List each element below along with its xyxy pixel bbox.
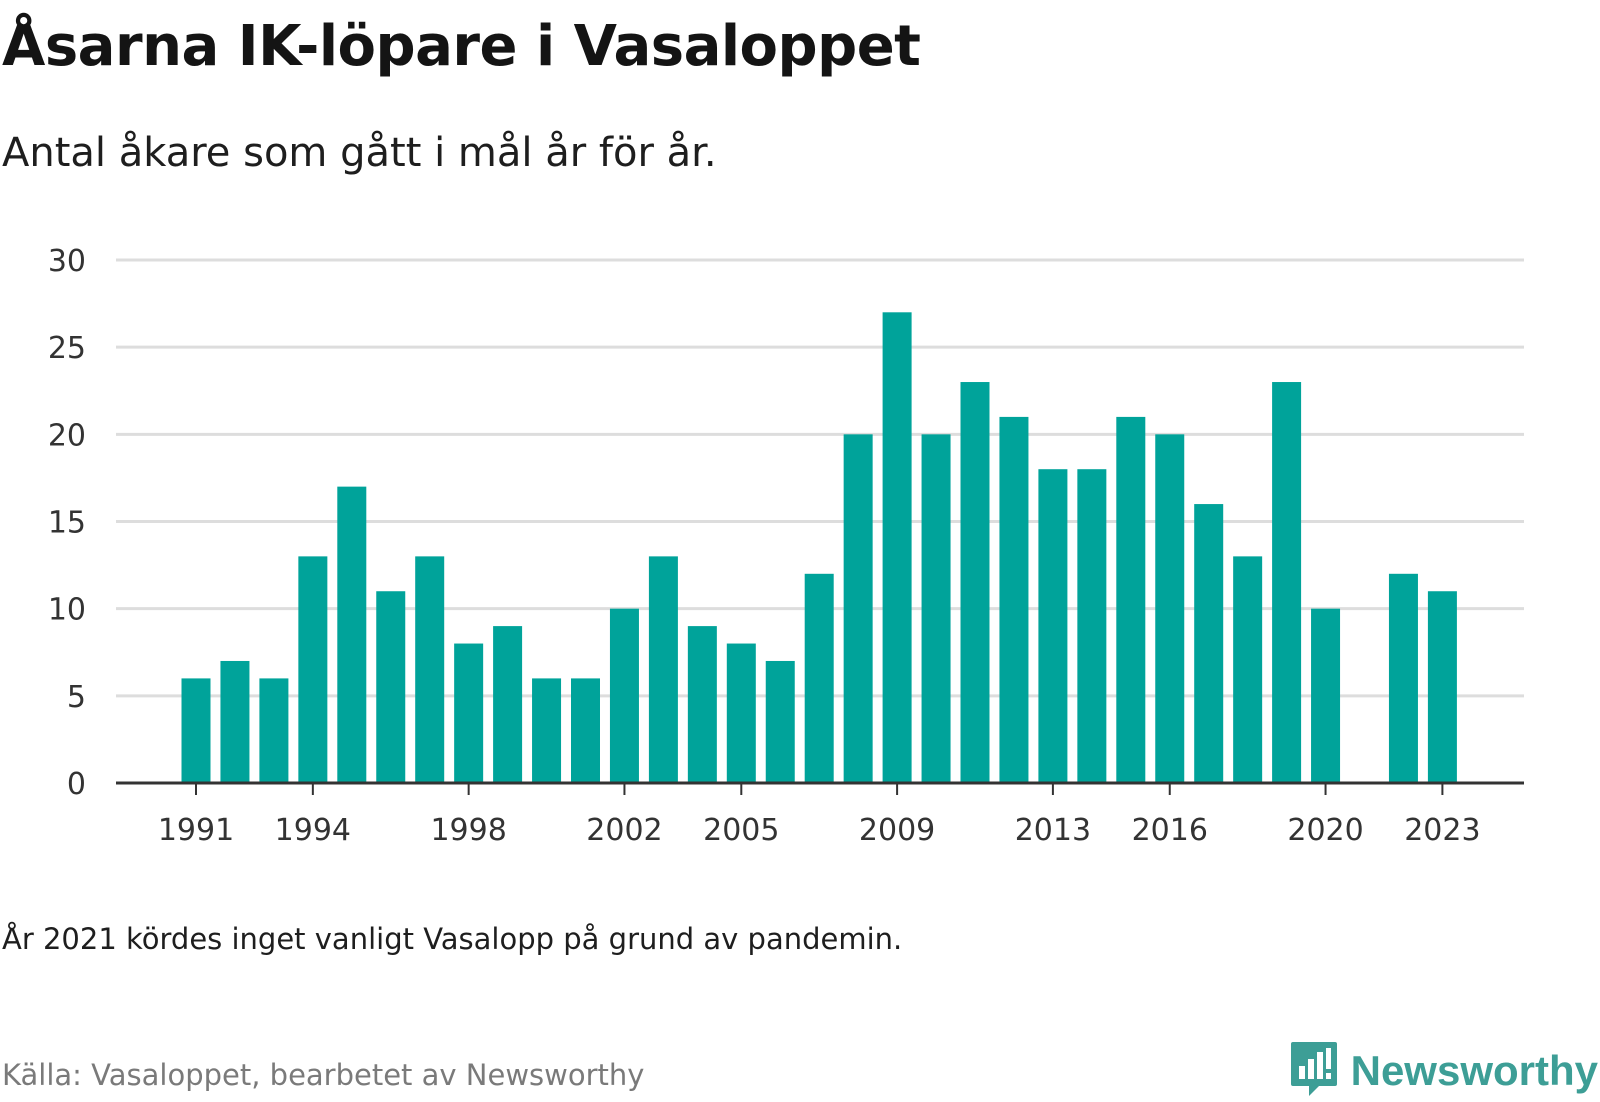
bar <box>532 678 562 783</box>
y-tick-labels: 0 5 10 15 20 25 30 <box>48 244 86 802</box>
x-tick-label: 2020 <box>1287 813 1363 848</box>
x-tick-label: 2023 <box>1404 813 1480 848</box>
bar <box>765 660 795 783</box>
axes <box>116 781 1524 795</box>
bar <box>648 556 678 783</box>
bar <box>999 416 1029 783</box>
y-tick-label: 15 <box>48 506 86 541</box>
bar <box>921 434 951 783</box>
bar-chart-speech-bubble-icon <box>1289 1040 1339 1102</box>
bars <box>181 312 1457 783</box>
brand-name: Newsworthy <box>1350 1047 1598 1094</box>
bar <box>1194 504 1224 783</box>
x-tick-label: 1991 <box>158 813 234 848</box>
x-tick-label: 2009 <box>859 813 935 848</box>
bar <box>1311 608 1341 783</box>
bar <box>687 626 717 783</box>
bar <box>804 573 834 783</box>
bar <box>609 608 639 783</box>
bar <box>181 678 211 783</box>
bar <box>259 678 289 783</box>
bar-chart: 0 5 10 15 20 25 30 1991 1994 1998 2002 2005 2009 201… <box>48 244 1524 848</box>
footnote: År 2021 kördes inget vanligt Vasalopp på… <box>2 922 903 956</box>
chart-subtitle: Antal åkare som gått i mål år för år. <box>2 130 717 176</box>
bar <box>1233 556 1263 783</box>
bar <box>1388 573 1418 783</box>
x-tick-label: 1998 <box>430 813 506 848</box>
bar <box>1116 416 1146 783</box>
bar <box>960 382 990 783</box>
bar <box>726 643 756 783</box>
bar <box>1155 434 1185 783</box>
bar <box>571 678 600 783</box>
x-tick-label: 2013 <box>1015 813 1091 848</box>
bar <box>1272 382 1302 783</box>
bar <box>376 591 406 783</box>
bar <box>882 312 912 783</box>
bar <box>337 486 367 783</box>
y-tick-label: 30 <box>48 244 86 279</box>
bar <box>1427 591 1457 783</box>
bar <box>1077 469 1107 783</box>
bar <box>493 626 523 783</box>
x-tick-labels: 1991 1994 1998 2002 2005 2009 2013 2016 2020 2023 <box>158 813 1481 848</box>
bar <box>454 643 484 783</box>
bar <box>220 660 250 783</box>
bar <box>843 434 873 783</box>
y-tick-label: 10 <box>48 593 86 628</box>
y-tick-label: 25 <box>48 331 86 366</box>
x-tick-label: 2005 <box>703 813 779 848</box>
brand-logo: Newsworthy <box>1289 1040 1598 1102</box>
source-credit: Källa: Vasaloppet, bearbetet av Newswort… <box>2 1058 645 1092</box>
chart-title: Åsarna IK-löpare i Vasaloppet <box>2 14 921 79</box>
bar <box>1038 469 1068 783</box>
bar <box>298 556 328 783</box>
x-tick-label: 1994 <box>275 813 351 848</box>
bar <box>415 556 445 783</box>
x-tick-label: 2016 <box>1132 813 1208 848</box>
x-tick-label: 2002 <box>586 813 662 848</box>
y-tick-label: 0 <box>67 767 86 802</box>
y-tick-label: 5 <box>67 680 86 715</box>
y-tick-label: 20 <box>48 418 86 453</box>
